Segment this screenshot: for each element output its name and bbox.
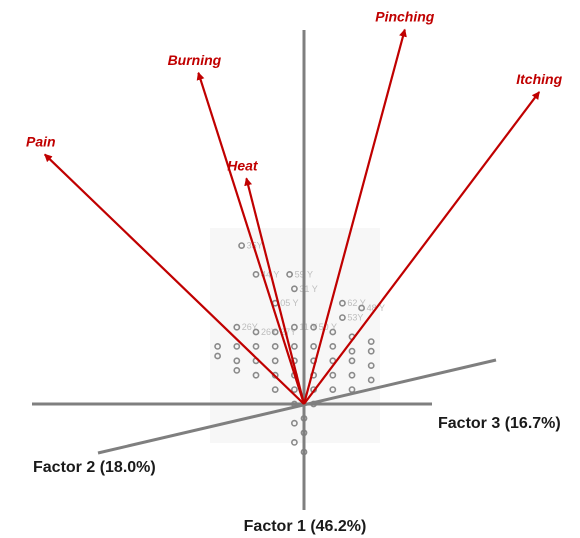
observation-point <box>358 304 365 312</box>
burning-vector-label: Burning <box>168 52 222 68</box>
itching-vector <box>303 91 541 405</box>
observation-point <box>290 438 298 446</box>
observation-point <box>238 242 245 249</box>
observation-point <box>329 371 337 379</box>
observation-point <box>329 328 337 336</box>
pain-vector <box>44 153 305 405</box>
observation-point <box>233 366 241 374</box>
observation-label: 27Y <box>280 327 296 337</box>
observation-point <box>290 419 298 427</box>
observation-label: 31 Y <box>299 284 317 294</box>
observation-label: 05 Y <box>280 298 298 308</box>
heat-vector <box>244 177 306 405</box>
observation-point <box>271 386 279 393</box>
observation-point <box>290 386 298 393</box>
pain-vector-label: Pain <box>26 133 56 149</box>
observation-point <box>290 285 298 293</box>
observation-point <box>348 371 356 379</box>
observation-point <box>329 342 337 350</box>
observation-point <box>367 362 375 369</box>
itching-vector-label: Itching <box>516 71 562 87</box>
observation-point <box>271 342 279 350</box>
observation-label: 53Y <box>347 313 363 323</box>
heat-vector-label: Heat <box>227 157 259 173</box>
observation-point <box>367 376 375 384</box>
observation-point <box>348 357 356 365</box>
observation-point <box>252 270 260 278</box>
observation-point <box>214 352 221 360</box>
factor-axes <box>32 30 497 510</box>
factor-2-label: Factor 2 (18.0%) <box>33 459 156 476</box>
observation-point <box>310 342 317 350</box>
observation-point <box>252 342 260 350</box>
observation-point <box>290 342 298 350</box>
observation-point <box>338 314 346 321</box>
observation-label: 50 Y <box>319 322 337 332</box>
observation-point <box>367 338 375 345</box>
observation-point <box>271 357 279 365</box>
factor-1-label: Factor 1 (46.2%) <box>244 518 367 535</box>
observation-point <box>271 328 279 336</box>
observation-point <box>214 342 221 350</box>
burning-vector <box>196 71 306 405</box>
factor-3-label: Factor 3 (16.7%) <box>438 415 561 432</box>
loading-vectors: Pain Burning Heat Pinching Itching <box>26 9 563 405</box>
observation-label: 26Y <box>261 327 277 337</box>
pinching-vector <box>302 28 407 405</box>
observation-label: 62 Y <box>347 298 365 308</box>
observation-point <box>290 323 298 331</box>
observation-point <box>329 386 337 393</box>
observation-point <box>338 299 346 307</box>
observation-point <box>348 347 356 355</box>
factor-2-axis-line <box>97 358 497 455</box>
observation-label: 26Y <box>242 322 258 332</box>
observation-point <box>233 323 241 331</box>
observation-point <box>233 342 241 350</box>
observation-label: 11 Y <box>299 322 317 332</box>
observation-point <box>286 270 293 278</box>
pinching-vector-label: Pinching <box>375 9 435 25</box>
observation-point <box>252 328 260 336</box>
observation-point <box>233 357 241 365</box>
observation-point <box>367 347 375 355</box>
observation-point <box>310 323 317 331</box>
observation-point <box>252 371 260 379</box>
